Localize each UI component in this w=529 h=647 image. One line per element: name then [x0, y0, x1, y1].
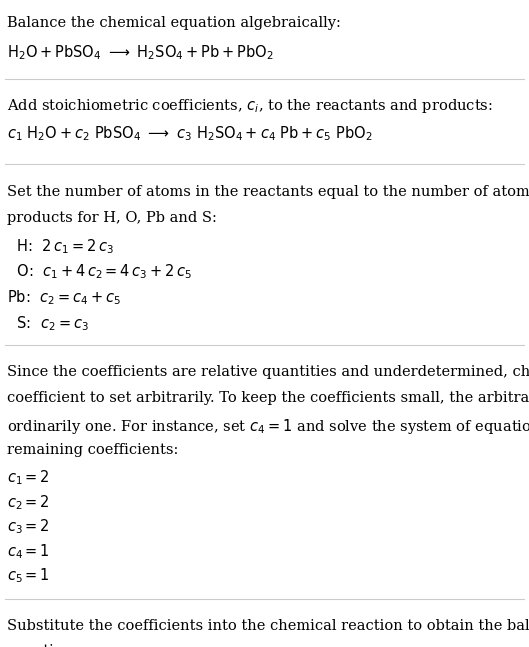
Text: Since the coefficients are relative quantities and underdetermined, choose a: Since the coefficients are relative quan…	[7, 365, 529, 379]
Text: $\mathregular{H_2O + PbSO_4 \ \longrightarrow \ H_2SO_4 + Pb + PbO_2}$: $\mathregular{H_2O + PbSO_4 \ \longright…	[7, 43, 274, 62]
Text: equation:: equation:	[7, 644, 77, 647]
Text: H:  $2\,c_1 = 2\,c_3$: H: $2\,c_1 = 2\,c_3$	[12, 237, 114, 256]
Text: coefficient to set arbitrarily. To keep the coefficients small, the arbitrary va: coefficient to set arbitrarily. To keep …	[7, 391, 529, 405]
Text: Set the number of atoms in the reactants equal to the number of atoms in the: Set the number of atoms in the reactants…	[7, 185, 529, 199]
Text: $c_4 = 1$: $c_4 = 1$	[7, 542, 50, 561]
Text: ordinarily one. For instance, set $c_4 = 1$ and solve the system of equations fo: ordinarily one. For instance, set $c_4 =…	[7, 417, 529, 435]
Text: Add stoichiometric coefficients, $c_i$, to the reactants and products:: Add stoichiometric coefficients, $c_i$, …	[7, 97, 492, 115]
Text: $c_3 = 2$: $c_3 = 2$	[7, 518, 50, 536]
Text: products for H, O, Pb and S:: products for H, O, Pb and S:	[7, 211, 217, 225]
Text: S:  $c_2 = c_3$: S: $c_2 = c_3$	[12, 314, 89, 333]
Text: Pb:  $c_2 = c_4 + c_5$: Pb: $c_2 = c_4 + c_5$	[7, 289, 121, 307]
Text: $c_1\ \mathregular{H_2O} + c_2\ \mathregular{PbSO_4} \ \longrightarrow \ c_3\ \m: $c_1\ \mathregular{H_2O} + c_2\ \mathreg…	[7, 124, 372, 143]
Text: $c_2 = 2$: $c_2 = 2$	[7, 493, 50, 512]
Text: O:  $c_1 + 4\,c_2 = 4\,c_3 + 2\,c_5$: O: $c_1 + 4\,c_2 = 4\,c_3 + 2\,c_5$	[12, 263, 192, 281]
Text: Substitute the coefficients into the chemical reaction to obtain the balanced: Substitute the coefficients into the che…	[7, 619, 529, 633]
Text: $c_1 = 2$: $c_1 = 2$	[7, 468, 50, 487]
Text: $c_5 = 1$: $c_5 = 1$	[7, 567, 50, 586]
Text: remaining coefficients:: remaining coefficients:	[7, 443, 178, 457]
Text: Balance the chemical equation algebraically:: Balance the chemical equation algebraica…	[7, 16, 341, 30]
